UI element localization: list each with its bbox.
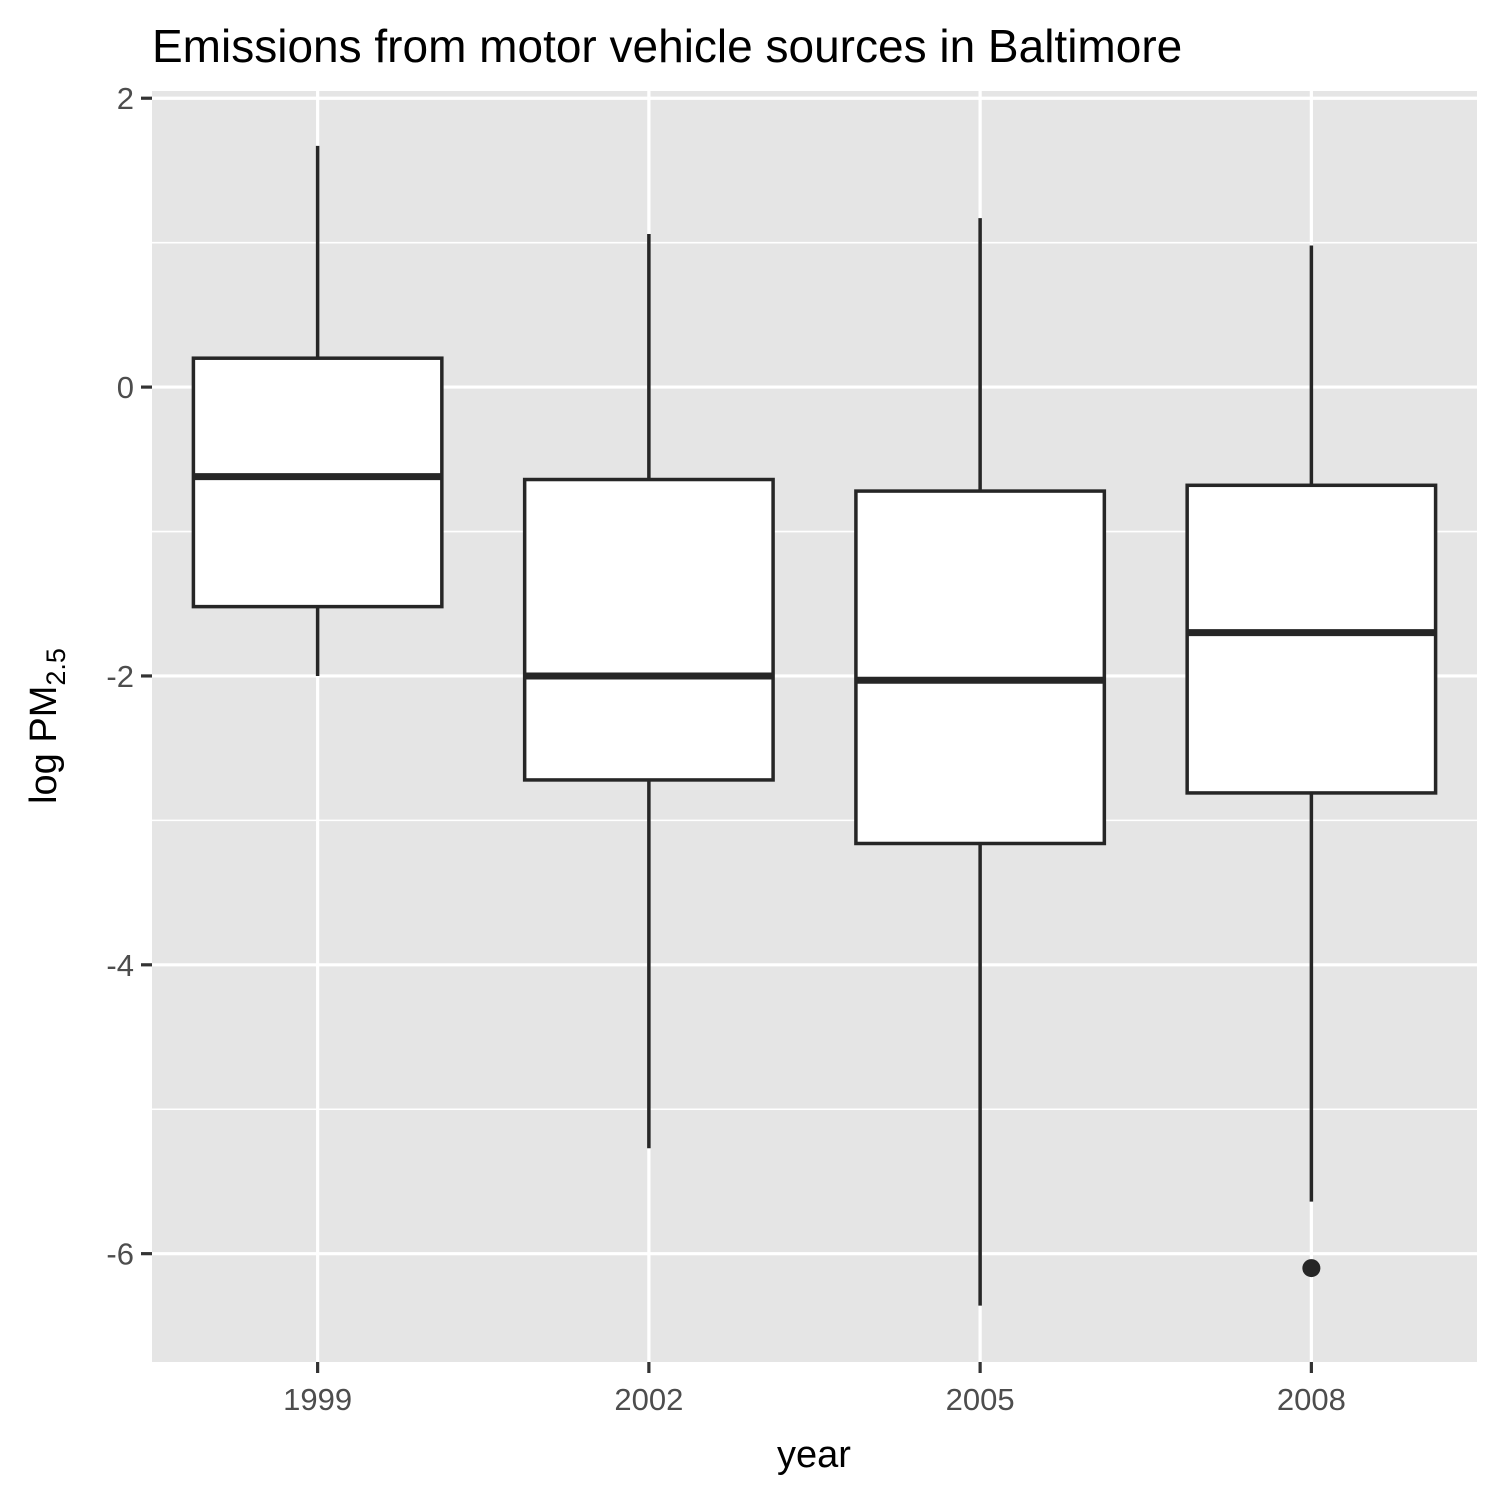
y-tick-label: -4 bbox=[106, 948, 134, 983]
box-2002 bbox=[522, 233, 775, 1149]
box-iqr bbox=[191, 356, 444, 609]
box-1999 bbox=[191, 145, 444, 676]
box-iqr bbox=[1185, 483, 1438, 795]
x-axis-title: year bbox=[777, 1434, 851, 1476]
chart-title: Emissions from motor vehicle sources in … bbox=[152, 20, 1182, 72]
box-iqr bbox=[522, 477, 775, 782]
y-axis-title-base: log PM bbox=[23, 686, 65, 804]
y-tick-label: -2 bbox=[106, 659, 134, 694]
axes: 2 0 -2 -4 -6 1999 2002 2005 2008 bbox=[106, 81, 1345, 1417]
outlier-point bbox=[1302, 1259, 1321, 1278]
x-tick-label: 2002 bbox=[614, 1382, 683, 1417]
y-tick-label: -6 bbox=[106, 1237, 134, 1272]
x-tick-label: 1999 bbox=[283, 1382, 352, 1417]
box-iqr bbox=[854, 489, 1107, 846]
x-tick-label: 2005 bbox=[946, 1382, 1015, 1417]
box-2008 bbox=[1185, 245, 1438, 1278]
y-tick-label: 0 bbox=[117, 370, 134, 405]
y-axis-title: log PM2.5 bbox=[23, 648, 71, 804]
box-layer bbox=[191, 145, 1438, 1306]
x-tick-label: 2008 bbox=[1277, 1382, 1346, 1417]
y-axis-title-subscript: 2.5 bbox=[41, 648, 71, 686]
box-2005 bbox=[854, 218, 1107, 1306]
y-tick-label: 2 bbox=[117, 81, 134, 116]
